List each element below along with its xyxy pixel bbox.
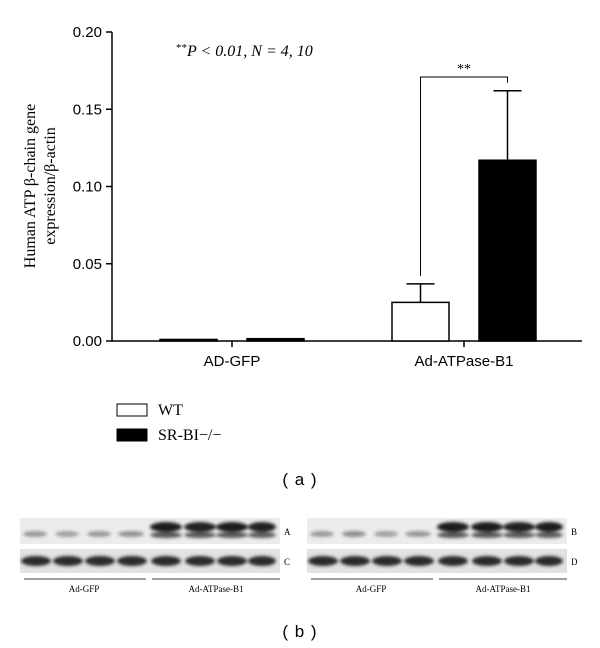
blot-band [55, 531, 79, 537]
blot-row-label-d: D [571, 557, 578, 567]
blot-band [53, 556, 83, 566]
y-axis-label-line2: expression/β-actin [42, 127, 59, 244]
y-ticks: 0.00 0.05 0.10 0.15 0.20 [73, 24, 112, 350]
legend: WT SR-BI−/− [116, 402, 221, 444]
blot-band [405, 531, 431, 537]
bar-ad-gfp-0 [159, 338, 218, 342]
y-tick-label-3: 0.15 [73, 101, 102, 118]
category-label-ad-gfp: AD-GFP [204, 353, 261, 370]
blot-band [438, 556, 468, 566]
significance-bracket [420, 76, 508, 276]
blot-band [248, 556, 276, 566]
panel-a-label: ( a ) [282, 470, 318, 489]
blot-band [472, 556, 502, 566]
blot-band [437, 522, 469, 532]
blot-right-group-label-gfp: Ad-GFP [356, 584, 387, 594]
blot-band [342, 531, 366, 537]
blot-band [437, 532, 469, 538]
y-tick-label-1: 0.05 [73, 256, 102, 273]
blot-right-bottom-bands [308, 556, 563, 566]
blot-right-panel: B D Ad-GFP Ad-ATPase-B1 [307, 518, 578, 594]
blot-right-top-bands [310, 522, 563, 538]
blot-band [23, 531, 47, 537]
significance-stars: ** [457, 62, 471, 77]
y-axis-label-line1: Human ATP β-chain gene [22, 104, 39, 268]
blot-band [471, 522, 503, 532]
blot-band [184, 522, 216, 532]
blot-band [503, 532, 535, 538]
bar-ad-atpase-b1-0 [391, 301, 450, 342]
panel-b-label: ( b ) [282, 622, 318, 641]
blot-left-panel: A C Ad-GFP Ad-ATPase-B1 [20, 518, 291, 594]
blot-band [248, 532, 276, 538]
legend-label-sr-bi: SR-BI−/− [158, 427, 221, 444]
legend-label-wt: WT [158, 402, 183, 419]
bars [159, 159, 537, 342]
bar-ad-gfp-1 [246, 337, 305, 342]
bar-chart: 0.00 0.05 0.10 0.15 0.20 Human ATP β-chain g… [22, 24, 582, 444]
blot-band [374, 531, 398, 537]
blot-band [504, 556, 534, 566]
stat-annotation-text: P < 0.01, N = 4, 10 [186, 43, 313, 60]
blot-band [118, 531, 144, 537]
blot-band [340, 556, 370, 566]
blot-band [503, 522, 535, 532]
y-tick-label-2: 0.10 [73, 179, 102, 196]
y-tick-label-0: 0.00 [73, 333, 102, 350]
blot-left-bottom-bands [21, 556, 276, 566]
blot-band [372, 556, 402, 566]
blot-row-label-c: C [284, 557, 290, 567]
blot-left-group-label-gfp: Ad-GFP [69, 584, 100, 594]
blot-band [150, 522, 182, 532]
blot-band [184, 532, 216, 538]
x-ticks [231, 341, 465, 347]
blot-band [21, 556, 51, 566]
blot-band [310, 531, 334, 537]
blot-band [535, 522, 563, 532]
blot-band [308, 556, 338, 566]
blot-band [185, 556, 215, 566]
blot-band [404, 556, 434, 566]
blot-band [471, 532, 503, 538]
blot-band [87, 531, 111, 537]
blot-band [535, 532, 563, 538]
stat-annotation-stars: ** [176, 42, 187, 54]
blot-band [216, 532, 248, 538]
blot-band [216, 522, 248, 532]
blot-right-group-label-atpase: Ad-ATPase-B1 [476, 584, 531, 594]
western-blot-figure: A C Ad-GFP Ad-ATPase-B1 [20, 518, 578, 594]
blot-band [151, 556, 181, 566]
blot-band [85, 556, 115, 566]
category-label-ad-atpase-b1: Ad-ATPase-B1 [415, 353, 514, 370]
blot-left-group-label-atpase: Ad-ATPase-B1 [189, 584, 244, 594]
legend-swatch-sr-bi [116, 428, 148, 442]
blot-band [535, 556, 563, 566]
bar-ad-atpase-b1-1 [478, 159, 537, 342]
error-bars [406, 89, 522, 303]
blot-left-top-bands [23, 522, 276, 538]
legend-swatch-wt [116, 403, 148, 417]
blot-row-label-a: A [284, 527, 291, 537]
y-tick-label-4: 0.20 [73, 24, 102, 41]
blot-band [150, 532, 182, 538]
stat-annotation: **P < 0.01, N = 4, 10 [176, 42, 313, 60]
blot-row-label-b: B [571, 527, 577, 537]
blot-band [217, 556, 247, 566]
blot-band [117, 556, 147, 566]
blot-band [248, 522, 276, 532]
